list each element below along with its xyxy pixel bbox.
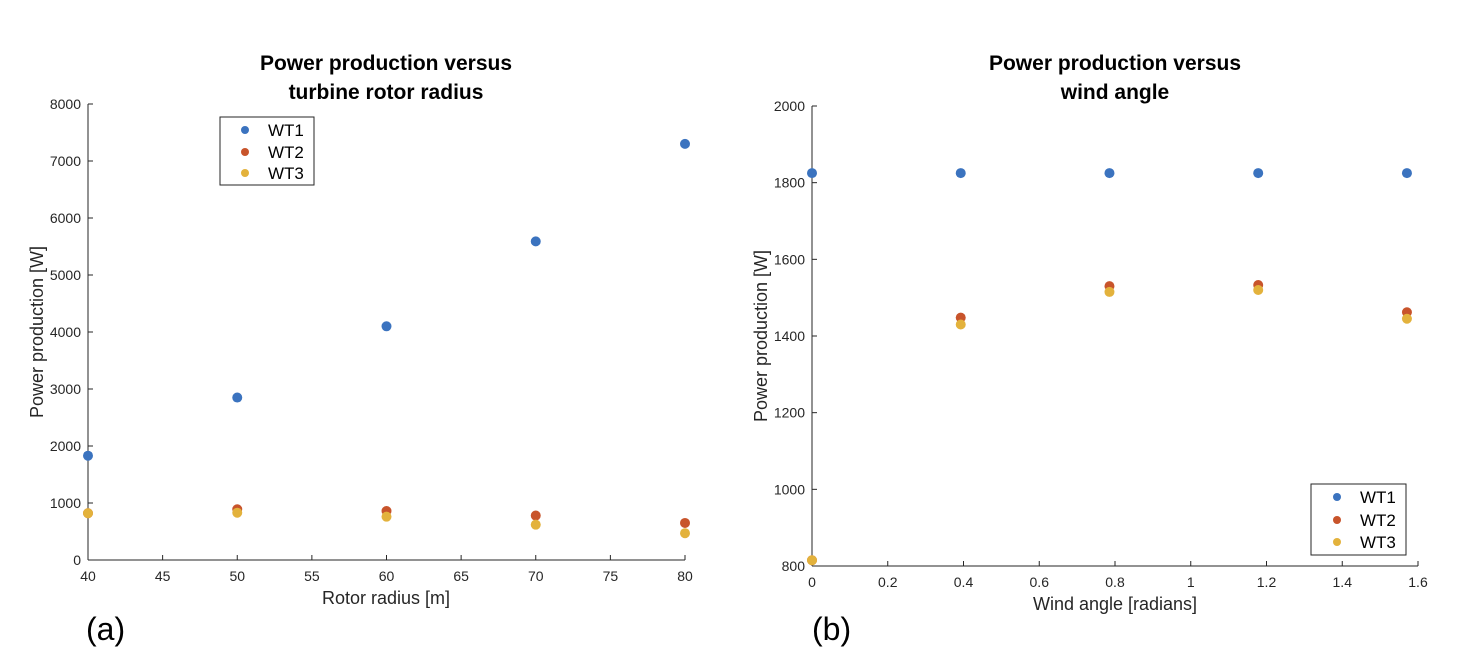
x-tick-label: 65 bbox=[453, 568, 469, 584]
y-tick-label: 1600 bbox=[774, 251, 805, 267]
chart-a-legend-label-wt2: WT2 bbox=[268, 143, 304, 162]
chart-a-y-label: Power production [W] bbox=[27, 246, 47, 418]
y-tick-label: 1000 bbox=[774, 481, 805, 497]
data-point-wt3 bbox=[381, 511, 392, 522]
data-point-wt2 bbox=[955, 312, 966, 323]
data-point-wt1 bbox=[232, 392, 243, 403]
x-tick-label: 40 bbox=[80, 568, 96, 584]
chart-b-legend-label-wt3: WT3 bbox=[1360, 533, 1396, 552]
y-tick-label: 3000 bbox=[50, 381, 81, 397]
y-tick-label: 1800 bbox=[774, 175, 805, 191]
chart-a-x-label: Rotor radius [m] bbox=[322, 588, 450, 608]
y-tick-label: 2000 bbox=[774, 98, 805, 114]
data-point-wt1 bbox=[381, 321, 392, 332]
data-point-wt2 bbox=[680, 517, 690, 528]
chart-b-ticks: 0 0.2 0.4 0.6 0.8 1 1.2 1.4 1.6 800 1000 1200 1400 16… bbox=[774, 98, 1428, 590]
x-tick-label: 80 bbox=[677, 568, 693, 584]
data-point-wt1 bbox=[807, 168, 817, 179]
chart-b-x-label: Wind angle [radians] bbox=[1033, 594, 1197, 614]
y-tick-label: 4000 bbox=[50, 324, 81, 340]
chart-a-ticks: 40 45 50 55 60 65 70 75 80 0 1000 2000 3000 4000 5000 6… bbox=[50, 96, 693, 584]
x-tick-label: 1 bbox=[1187, 574, 1195, 590]
data-point-wt3 bbox=[530, 519, 541, 530]
y-tick-label: 2000 bbox=[50, 438, 81, 454]
data-point-wt1 bbox=[1401, 168, 1412, 179]
data-point-wt3 bbox=[1253, 285, 1264, 295]
chart-a-legend-label-wt1: WT1 bbox=[268, 121, 304, 140]
chart-a-panel-label: (a) bbox=[86, 611, 125, 647]
chart-a-title-line-2: turbine rotor radius bbox=[289, 81, 484, 104]
x-tick-label: 50 bbox=[229, 568, 245, 584]
chart-a-points bbox=[83, 138, 690, 539]
x-tick-label: 1.4 bbox=[1333, 574, 1353, 590]
x-tick-label: 70 bbox=[528, 568, 544, 584]
chart-b-legend-box bbox=[1310, 483, 1407, 556]
chart-b-points bbox=[807, 168, 1412, 566]
y-tick-label: 0 bbox=[73, 552, 81, 568]
chart-a-title-line-1: Power production versus bbox=[260, 52, 512, 75]
data-point-wt1 bbox=[955, 168, 966, 179]
x-tick-label: 45 bbox=[155, 568, 171, 584]
y-tick-label: 8000 bbox=[50, 96, 81, 112]
data-point-wt3 bbox=[955, 319, 966, 330]
data-point-wt1 bbox=[1253, 168, 1264, 179]
chart-b-panel-label: (b) bbox=[812, 611, 851, 647]
y-tick-label: 1000 bbox=[50, 495, 81, 511]
data-point-wt3 bbox=[1104, 286, 1115, 297]
data-point-wt3 bbox=[83, 508, 93, 519]
data-point-wt3 bbox=[1401, 313, 1412, 324]
chart-a-legend: WT1 WT2 WT3 bbox=[219, 116, 315, 186]
x-tick-label: 0.4 bbox=[954, 574, 974, 590]
x-tick-label: 55 bbox=[304, 568, 320, 584]
y-tick-label: 1200 bbox=[774, 405, 805, 421]
data-point-wt2 bbox=[530, 510, 541, 521]
y-tick-label: 800 bbox=[782, 558, 806, 574]
y-tick-label: 1400 bbox=[774, 328, 805, 344]
chart-a-legend-box bbox=[219, 116, 315, 186]
x-tick-label: 1.6 bbox=[1408, 574, 1428, 590]
chart-b-legend-marker-wt1 bbox=[1333, 493, 1341, 501]
chart-wind-angle: Power production versus wind angle 0 0.2 0… bbox=[751, 52, 1428, 647]
data-point-wt3 bbox=[680, 528, 690, 539]
chart-b-title-line-2: wind angle bbox=[1060, 81, 1170, 104]
chart-b-legend: WT1 WT2 WT3 bbox=[1310, 483, 1407, 556]
chart-b-y-label: Power production [W] bbox=[751, 250, 771, 422]
y-tick-label: 6000 bbox=[50, 210, 81, 226]
chart-b-legend-marker-wt3 bbox=[1333, 538, 1341, 546]
chart-a-legend-label-wt3: WT3 bbox=[268, 164, 304, 183]
chart-a-legend-marker-wt2 bbox=[241, 148, 249, 156]
chart-rotor-radius: Power production versus turbine rotor ra… bbox=[27, 52, 693, 647]
x-tick-label: 75 bbox=[603, 568, 619, 584]
data-point-wt1 bbox=[83, 450, 93, 461]
x-tick-label: 0.8 bbox=[1105, 574, 1125, 590]
data-point-wt3 bbox=[232, 507, 243, 518]
x-tick-label: 0 bbox=[808, 574, 816, 590]
chart-b-legend-label-wt1: WT1 bbox=[1360, 488, 1396, 507]
x-tick-label: 60 bbox=[379, 568, 395, 584]
chart-b-legend-label-wt2: WT2 bbox=[1360, 511, 1396, 530]
data-point-wt1 bbox=[530, 236, 541, 247]
data-point-wt1 bbox=[680, 138, 690, 149]
y-tick-label: 7000 bbox=[50, 153, 81, 169]
x-tick-label: 0.2 bbox=[878, 574, 898, 590]
chart-a-legend-marker-wt3 bbox=[241, 169, 249, 177]
data-point-wt1 bbox=[1104, 168, 1115, 179]
chart-b-title-line-1: Power production versus bbox=[989, 52, 1241, 75]
chart-b-legend-marker-wt2 bbox=[1333, 516, 1341, 524]
x-tick-label: 0.6 bbox=[1030, 574, 1050, 590]
data-point-wt3 bbox=[807, 555, 817, 566]
y-tick-label: 5000 bbox=[50, 267, 81, 283]
chart-a-legend-marker-wt1 bbox=[241, 126, 249, 134]
x-tick-label: 1.2 bbox=[1257, 574, 1277, 590]
